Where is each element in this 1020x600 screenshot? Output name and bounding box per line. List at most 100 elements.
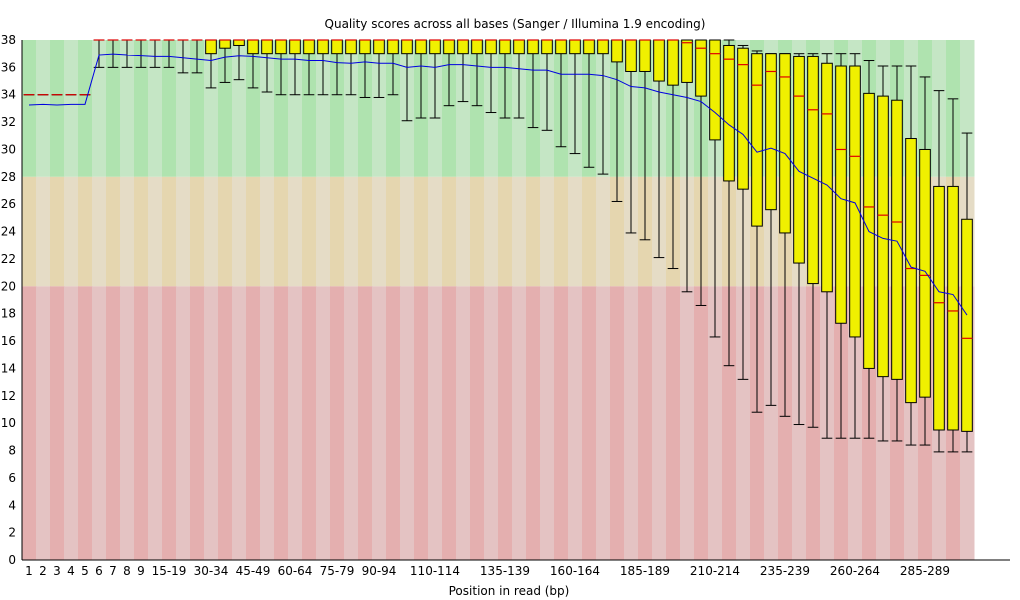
quality-band-cell [148, 40, 163, 177]
box-175-179 [611, 39, 623, 202]
box-220-224 [737, 44, 749, 380]
quality-band-cell [120, 286, 135, 560]
iqr-box [821, 62, 833, 293]
quality-band-cell [442, 286, 457, 560]
box-35-39 [219, 39, 231, 83]
quality-band-cell [526, 176, 541, 287]
quality-band-cell [470, 286, 485, 560]
quality-band-cell [456, 176, 471, 287]
quality-band-cell [414, 286, 429, 560]
box-100-104 [401, 39, 413, 122]
quality-band-cell [106, 40, 121, 177]
iqr-box [555, 39, 567, 55]
quality-band-cell [372, 286, 387, 560]
quality-band-cell [288, 40, 303, 177]
quality-band-cell [960, 40, 975, 177]
quality-band-cell [78, 40, 93, 177]
box-155-159 [555, 39, 567, 148]
quality-band-cell [134, 286, 149, 560]
x-tick-label: 7 [109, 564, 117, 578]
box-295-299 [947, 98, 959, 453]
quality-band-cell [50, 286, 65, 560]
iqr-box [275, 39, 287, 55]
quality-band-cell [428, 286, 443, 560]
quality-band-cell [330, 286, 345, 560]
quality-band-cell [582, 286, 597, 560]
iqr-box [919, 148, 931, 398]
x-tick-label: 135-139 [480, 564, 530, 578]
quality-band-cell [610, 286, 625, 560]
quality-band-cell [260, 286, 275, 560]
iqr-box [765, 53, 777, 211]
quality-band-cell [162, 286, 177, 560]
iqr-box [457, 39, 469, 55]
iqr-box [723, 44, 735, 182]
quality-band-cell [232, 286, 247, 560]
quality-band-cell [764, 286, 779, 560]
quality-band-cell [134, 176, 149, 287]
quality-band-cell [260, 40, 275, 177]
iqr-box [415, 39, 427, 55]
quality-band-cell [456, 40, 471, 177]
quality-band-cell [456, 286, 471, 560]
iqr-box [961, 218, 973, 432]
quality-band-cell [302, 176, 317, 287]
x-tick-label: 9 [137, 564, 145, 578]
y-tick-label: 22 [1, 252, 16, 266]
quality-band-cell [512, 176, 527, 287]
quality-band-cell [246, 176, 261, 287]
quality-band-cell [190, 176, 205, 287]
iqr-box [541, 39, 553, 55]
iqr-box [359, 39, 371, 55]
iqr-box [233, 39, 245, 46]
quality-band-cell [78, 286, 93, 560]
quality-band-cell [176, 286, 191, 560]
box-130-134 [485, 39, 497, 114]
quality-band-cell [372, 40, 387, 177]
x-tick-label: 15-19 [152, 564, 187, 578]
quality-band-cell [736, 286, 751, 560]
quality-band-cell [358, 176, 373, 287]
quality-band-cell [442, 176, 457, 287]
y-tick-label: 34 [1, 88, 16, 102]
x-axis-label: Position in read (bp) [449, 584, 570, 598]
iqr-box [597, 39, 609, 55]
box-245-249 [807, 53, 819, 428]
quality-band-cell [106, 286, 121, 560]
quality-band-cell [204, 176, 219, 287]
box-250-254 [821, 53, 833, 439]
box-195-199 [667, 39, 679, 270]
quality-band-cell [148, 176, 163, 287]
quality-band-cell [316, 40, 331, 177]
y-tick-label: 16 [1, 334, 16, 348]
box-145-149 [527, 39, 539, 129]
box-105-109 [415, 39, 427, 119]
iqr-box [709, 39, 721, 141]
quality-band-cell [162, 176, 177, 287]
iqr-box [639, 39, 651, 72]
quality-band-cell [36, 176, 51, 287]
quality-band-cell [498, 176, 513, 287]
box-185-189 [639, 39, 651, 241]
iqr-box [513, 39, 525, 55]
quality-band-cell [582, 176, 597, 287]
quality-band-cell [596, 286, 611, 560]
box-210-214 [709, 39, 721, 338]
iqr-box [429, 39, 441, 55]
iqr-box [345, 39, 357, 55]
quality-band-cell [64, 176, 79, 287]
x-tick-label: 6 [95, 564, 103, 578]
y-tick-label: 0 [8, 553, 16, 567]
quality-band-cell [64, 40, 79, 177]
x-tick-label: 110-114 [410, 564, 460, 578]
quality-band-cell [176, 40, 191, 177]
iqr-box [807, 55, 819, 285]
x-tick-label: 75-79 [320, 564, 355, 578]
iqr-box [261, 39, 273, 55]
quality-band-cell [232, 40, 247, 177]
quality-band-cell [442, 40, 457, 177]
box-10-14 [149, 39, 161, 68]
box-8 [121, 39, 133, 68]
y-tick-label: 2 [8, 526, 16, 540]
